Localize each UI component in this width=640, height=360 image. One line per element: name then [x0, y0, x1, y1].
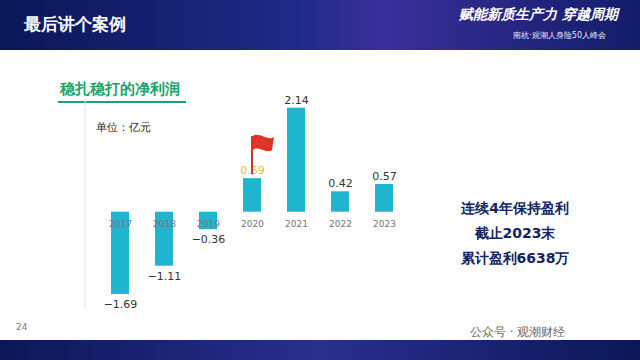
svg-text:2021: 2021	[285, 219, 308, 229]
html-text:南杭·观潮人身险50人峰会: 南杭·观潮人身险50人峰会	[513, 31, 606, 40]
svg-text:2020: 2020	[241, 219, 264, 229]
html-text:稳扎稳打的净利润: 稳扎稳打的净利润	[60, 80, 180, 98]
svg-text:−0.36: −0.36	[192, 233, 226, 246]
svg-text:−1.11: −1.11	[148, 270, 182, 283]
svg-text:2022: 2022	[329, 219, 352, 229]
html-text:累计盈利6638万: 累计盈利6638万	[460, 250, 570, 266]
html-text:单位：亿元: 单位：亿元	[96, 121, 151, 134]
svg-text:2017: 2017	[109, 219, 132, 229]
svg-text:2019: 2019	[197, 219, 220, 229]
svg-text:2.14: 2.14	[284, 94, 309, 107]
html-text:连续4年保持盈利: 连续4年保持盈利	[461, 200, 569, 216]
svg-text:0.57: 0.57	[372, 170, 397, 183]
svg-text:0.69: 0.69	[240, 164, 265, 178]
html-text:截止2023末: 截止2023末	[474, 225, 556, 241]
html-text:公众号 · 观潮财经: 公众号 · 观潮财经	[470, 325, 566, 339]
svg-text:2023: 2023	[373, 219, 396, 229]
svg-text:2018: 2018	[153, 219, 176, 229]
svg-text:−1.69: −1.69	[104, 298, 138, 311]
html-text:24: 24	[16, 322, 28, 332]
svg-text:0.42: 0.42	[328, 177, 353, 190]
html-text:最后讲个案例: 最后讲个案例	[24, 14, 126, 34]
html-text:赋能新质生产力 穿越周期: 赋能新质生产力 穿越周期	[459, 6, 618, 22]
